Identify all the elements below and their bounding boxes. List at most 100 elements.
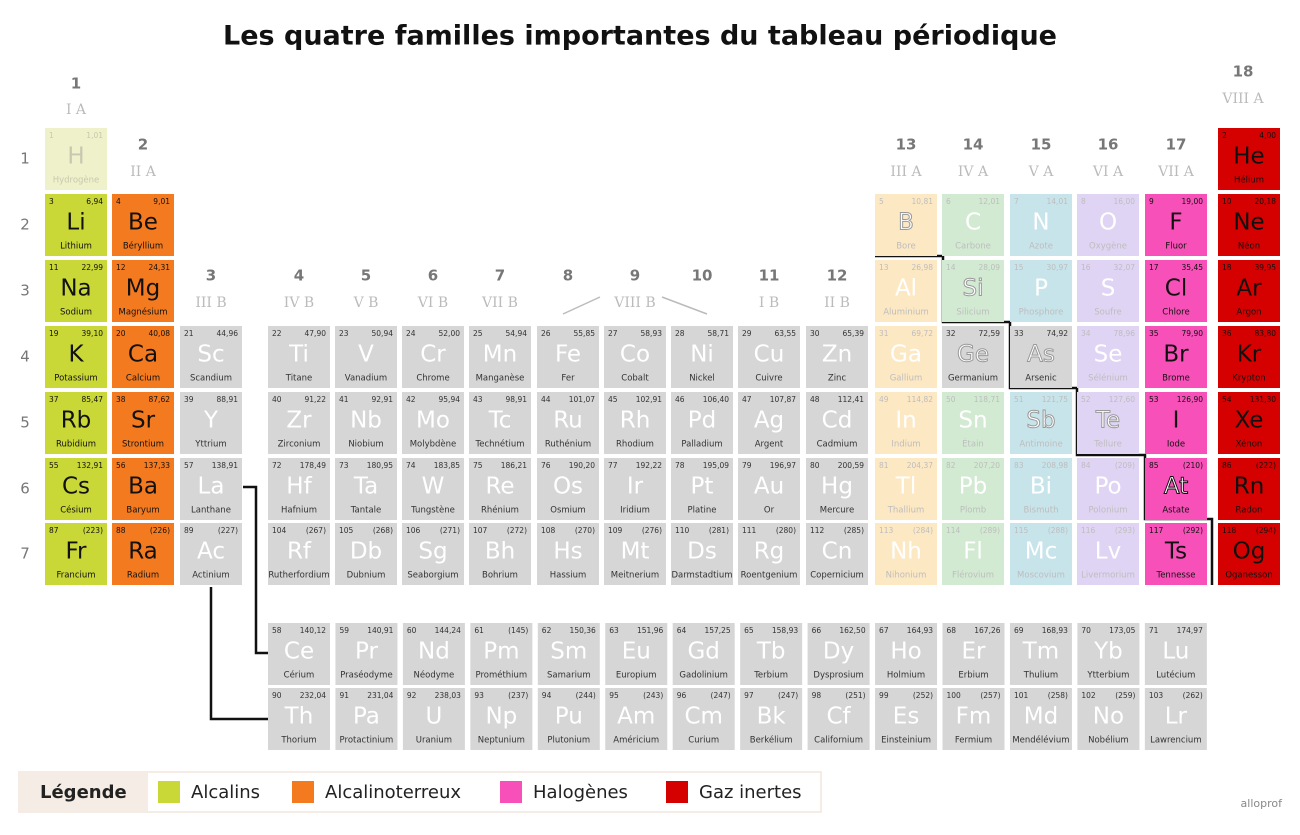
symbol: Ts: [1164, 539, 1187, 565]
atomic-mass: (251): [845, 691, 865, 700]
element-name: Samarium: [547, 671, 591, 681]
atomic-number: 76: [541, 461, 551, 470]
atomic-mass: 1,01: [86, 131, 103, 140]
atomic-number: 9: [1149, 197, 1154, 206]
atomic-mass: 16,00: [1114, 197, 1136, 206]
atomic-mass: 118,71: [974, 395, 1000, 404]
element-name: Xénon: [1236, 439, 1263, 450]
symbol: He: [1233, 144, 1264, 170]
cell-bg: [335, 688, 398, 750]
element-cell: 12 24,31 Mg Magnésium: [112, 260, 174, 322]
element-name: Oxygène: [1089, 241, 1127, 252]
atomic-mass: 35,45: [1182, 263, 1204, 272]
symbol: Se: [1094, 342, 1123, 368]
symbol: Cu: [754, 342, 785, 368]
group-bracket: [562, 296, 601, 315]
element-cell: 89 (227) Ac Actinium: [180, 523, 242, 585]
cell-bg: [402, 326, 464, 388]
cell-bg: [604, 326, 666, 388]
element-name: Gadolinium: [679, 671, 728, 681]
symbol: Co: [620, 342, 650, 368]
atomic-number: 38: [116, 395, 126, 404]
element-cell: 4 9,01 Be Béryllium: [112, 194, 174, 256]
group-label: II B: [824, 295, 850, 311]
element-cell: 76 190,20 Os Osmium: [537, 458, 599, 520]
symbol: Li: [66, 210, 85, 236]
group-number: 18: [1233, 63, 1254, 81]
element-name: Fluor: [1165, 242, 1187, 252]
atomic-mass: 158,93: [772, 626, 798, 635]
symbol: Pb: [959, 474, 987, 500]
element-name: Zirconium: [278, 440, 321, 450]
legend-title: Légende: [40, 782, 127, 803]
group-label: II A: [130, 164, 157, 180]
atomic-mass: 190,20: [569, 461, 595, 470]
symbol: Rb: [61, 408, 92, 434]
atomic-number: 105: [339, 526, 354, 535]
element-name: Thallium: [887, 506, 925, 516]
atomic-mass: 44,96: [217, 329, 239, 338]
element-cell: 39 88,91 Y Yttrium: [180, 392, 242, 454]
element-name: Polonium: [1088, 506, 1127, 516]
atomic-mass: 157,25: [704, 626, 730, 635]
element-name: Mendélévium: [1012, 735, 1069, 746]
atomic-number: 25: [473, 329, 483, 338]
cell-bg: [672, 623, 735, 685]
element-cell: 115 (288) Mc Moscovium: [1010, 523, 1072, 585]
atomic-number: 95: [609, 691, 619, 700]
element-name: Fer: [561, 374, 575, 384]
cell-bg: [875, 458, 937, 520]
cell-bg: [1218, 260, 1280, 322]
atomic-number: 90: [272, 691, 282, 700]
element-name: Baryum: [126, 506, 159, 516]
symbol: In: [895, 408, 916, 434]
element-cell: 73 180,95 Ta Tantale: [335, 458, 397, 520]
atomic-mass: 24,31: [149, 263, 171, 272]
symbol: Am: [617, 704, 655, 730]
group-number: 4: [294, 267, 304, 285]
element-name: Terbium: [753, 671, 788, 681]
cell-bg: [1077, 688, 1140, 750]
cell-bg: [875, 623, 938, 685]
brand: alloprof: [1241, 797, 1284, 810]
element-cell: 93 (237) Np Neptunium: [470, 688, 533, 750]
symbol: Sm: [550, 639, 587, 665]
element-cell: 114 (289) Fl Flérovium: [942, 523, 1004, 585]
atomic-mass: 131,30: [1250, 395, 1276, 404]
element-cell: 117 (292) Ts Tennesse: [1145, 523, 1207, 585]
group-number: 3: [206, 267, 216, 285]
symbol: Cn: [822, 539, 853, 565]
atomic-number: 19: [49, 329, 59, 338]
cell-bg: [45, 392, 107, 454]
lanthanide-connector: [243, 485, 268, 655]
element-name: Prométhium: [475, 670, 527, 681]
element-name: Antimoine: [1019, 440, 1062, 450]
atomic-number: 14: [946, 263, 956, 272]
element-cell: 75 186,21 Re Rhénium: [469, 458, 531, 520]
atomic-number: 59: [339, 626, 349, 635]
atomic-number: 62: [542, 626, 552, 635]
cell-bg: [112, 260, 174, 322]
atomic-number: 26: [541, 329, 551, 338]
symbol: Lr: [1165, 704, 1188, 730]
element-name: Mercure: [820, 506, 854, 516]
symbol: Ba: [128, 474, 158, 500]
cell-bg: [1010, 392, 1072, 454]
atomic-mass: 55,85: [574, 329, 596, 338]
element-name: Titane: [285, 374, 312, 384]
element-name: Cobalt: [621, 374, 649, 384]
cell-bg: [469, 523, 531, 585]
atomic-number: 84: [1081, 461, 1091, 470]
atomic-number: 65: [744, 626, 754, 635]
legend-swatch: [292, 781, 314, 803]
element-cell: 74 183,85 W Tungstène: [402, 458, 464, 520]
atomic-mass: 180,95: [367, 461, 393, 470]
symbol: Pu: [555, 704, 583, 730]
element-name: Curium: [688, 736, 719, 746]
element-cell: 83 208,98 Bi Bismuth: [1010, 458, 1072, 520]
element-cell: 78 195,09 Pt Platine: [671, 458, 733, 520]
atomic-mass: (281): [709, 526, 729, 535]
element-name: Zinc: [828, 374, 847, 384]
atomic-mass: 186,21: [501, 461, 527, 470]
element-name: Cérium: [284, 670, 315, 681]
